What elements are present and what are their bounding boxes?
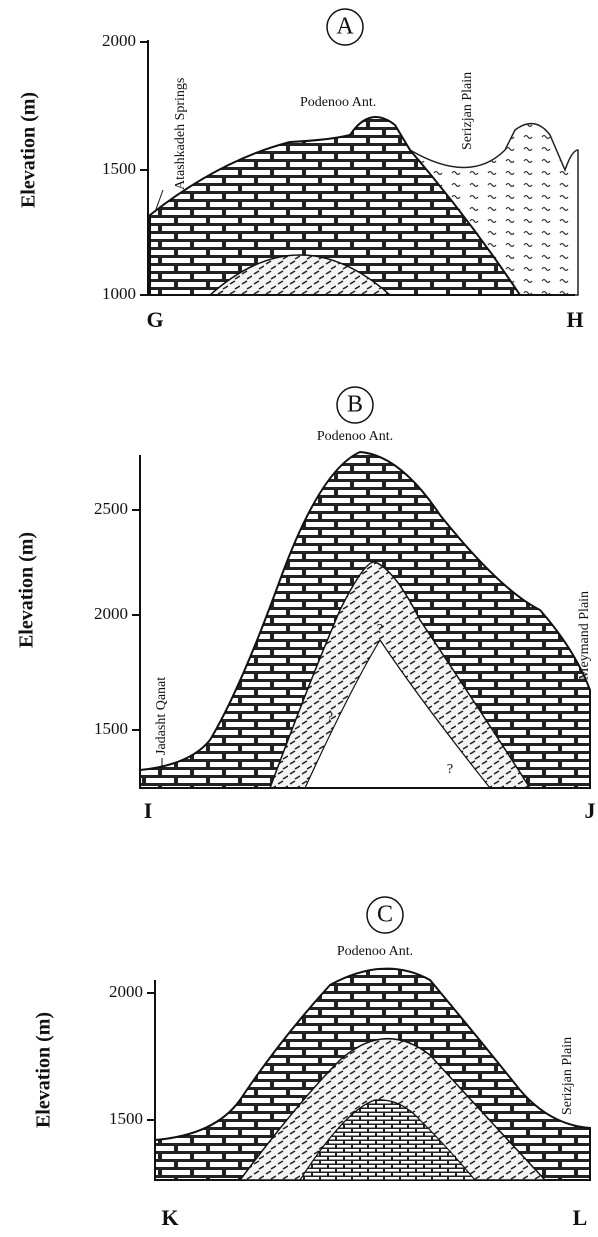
section-end: J [585, 798, 596, 823]
axis-label: Elevation (m) [16, 532, 38, 648]
annotation: Podenoo Ant. [300, 95, 376, 110]
panel-circle [366, 896, 404, 934]
unknown-core [304, 638, 492, 789]
tick-label: 1500 [94, 719, 128, 738]
panel-circle [326, 8, 364, 46]
section-end: L [573, 1205, 588, 1230]
axis-label: Elevation (m) [18, 92, 40, 208]
annotation: ? [447, 762, 453, 777]
annotation: Atashkadeh Springs [173, 78, 188, 190]
annotation: ? [327, 710, 333, 725]
core-unit [298, 1099, 477, 1181]
section-start: K [161, 1205, 178, 1230]
panel-label: A [336, 14, 354, 40]
tick-label: 1500 [102, 159, 136, 178]
panel-label: C [377, 902, 393, 928]
limestone-unit [149, 116, 522, 296]
shale-unit [409, 122, 579, 296]
axis [139, 455, 590, 789]
panel-circle [336, 386, 374, 424]
dolomite-unit [208, 254, 392, 296]
tick-label: 2000 [109, 982, 143, 1001]
annotation: Serizjan Plain [560, 1037, 575, 1115]
tick-label: 2500 [94, 499, 128, 518]
section-start: G [146, 307, 163, 332]
tick-label: 1500 [109, 1109, 143, 1128]
tick-label: 2000 [102, 31, 136, 50]
annotation: Serizjan Plain [460, 72, 475, 150]
tick-label: 1000 [102, 284, 136, 303]
annotation: ? [377, 622, 383, 637]
annotation: Podenoo Ant. [317, 429, 393, 444]
panel-c: C 2000 1500 Elevation (m) K L Podenoo An… [33, 896, 591, 1230]
section-start: I [144, 798, 153, 823]
annotation: Podenoo Ant. [337, 944, 413, 959]
panel-label: B [347, 392, 363, 418]
section-end: H [566, 307, 583, 332]
panel-a: A 2000 1500 1000 Elevation (m) G H Atash… [18, 8, 584, 332]
tick-label: 2000 [94, 604, 128, 623]
pointer [154, 189, 164, 213]
annotation: Meymand Plain [577, 591, 592, 680]
axis-label: Elevation (m) [33, 1012, 55, 1128]
panel-b: B 2500 2000 1500 Elevation (m) I J Poden… [16, 386, 596, 823]
annotation: Jadasht Qanat [154, 677, 169, 755]
